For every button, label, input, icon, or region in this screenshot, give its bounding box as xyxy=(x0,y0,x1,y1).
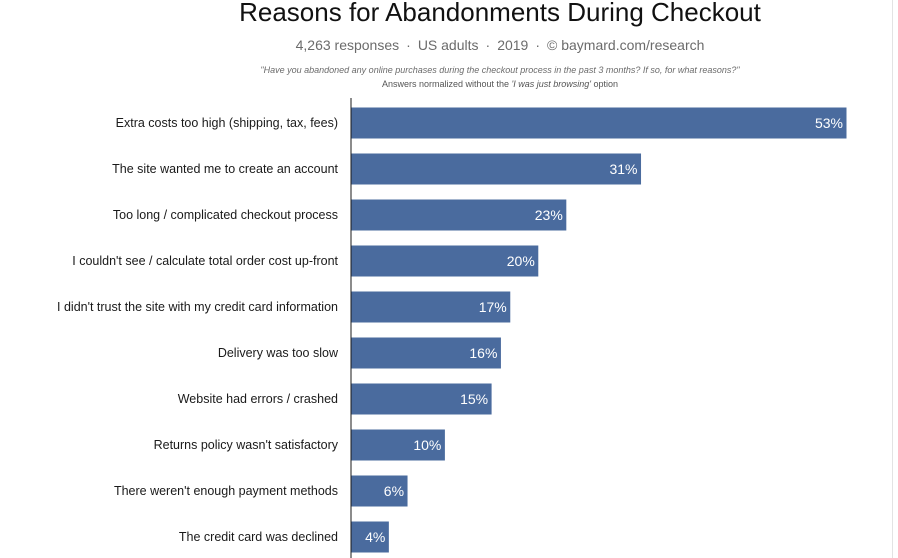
response-count: 4,263 responses xyxy=(295,37,400,53)
category-label: Website had errors / crashed xyxy=(178,392,338,406)
category-label: I didn't trust the site with my credit c… xyxy=(57,300,338,314)
bar xyxy=(351,383,492,415)
bar xyxy=(351,245,539,277)
audience: US adults xyxy=(417,37,479,53)
value-label: 31% xyxy=(609,161,637,177)
value-label: 20% xyxy=(507,253,535,269)
bar xyxy=(351,291,511,323)
bar xyxy=(351,521,389,553)
value-label: 10% xyxy=(413,437,441,453)
source-credit: © baymard.com/research xyxy=(547,37,705,53)
bar xyxy=(351,429,445,461)
note-emphasis: 'I was just browsing' xyxy=(511,79,591,89)
survey-year: 2019 xyxy=(497,37,529,53)
value-label: 17% xyxy=(479,299,507,315)
category-label: The site wanted me to create an account xyxy=(112,162,338,176)
category-label: Too long / complicated checkout process xyxy=(113,208,338,222)
bar xyxy=(351,337,501,369)
note-prefix: Answers normalized without the xyxy=(381,79,510,89)
note-suffix: option xyxy=(593,79,619,89)
meta-separator: · xyxy=(535,37,541,53)
normalization-note: Answers normalized without the 'I was ju… xyxy=(100,78,898,90)
category-label: There weren't enough payment methods xyxy=(114,484,338,498)
value-label: 53% xyxy=(815,115,843,131)
value-label: 6% xyxy=(384,483,404,499)
page-edge-divider xyxy=(892,0,893,558)
category-label: The credit card was declined xyxy=(179,530,338,544)
bar-group: Extra costs too high (shipping, tax, fee… xyxy=(57,107,847,553)
bar xyxy=(351,153,642,185)
category-label: I couldn't see / calculate total order c… xyxy=(72,254,338,268)
bar xyxy=(351,107,847,139)
chart-meta: 4,263 responses · US adults · 2019 · © baymard… xyxy=(100,36,898,54)
category-label: Delivery was too slow xyxy=(218,346,339,360)
value-label: 4% xyxy=(365,529,385,545)
bar xyxy=(351,199,567,231)
chart-title: Reasons for Abandonments During Checkout xyxy=(239,0,761,27)
bar xyxy=(351,475,408,507)
value-label: 15% xyxy=(460,391,488,407)
meta-separator: · xyxy=(485,37,491,53)
category-label: Extra costs too high (shipping, tax, fee… xyxy=(116,116,338,130)
survey-question: "Have you abandoned any online purchases… xyxy=(260,65,740,75)
category-label: Returns policy wasn't satisfactory xyxy=(154,438,339,452)
value-label: 16% xyxy=(469,345,497,361)
value-label: 23% xyxy=(535,207,563,223)
meta-separator: · xyxy=(406,37,411,53)
